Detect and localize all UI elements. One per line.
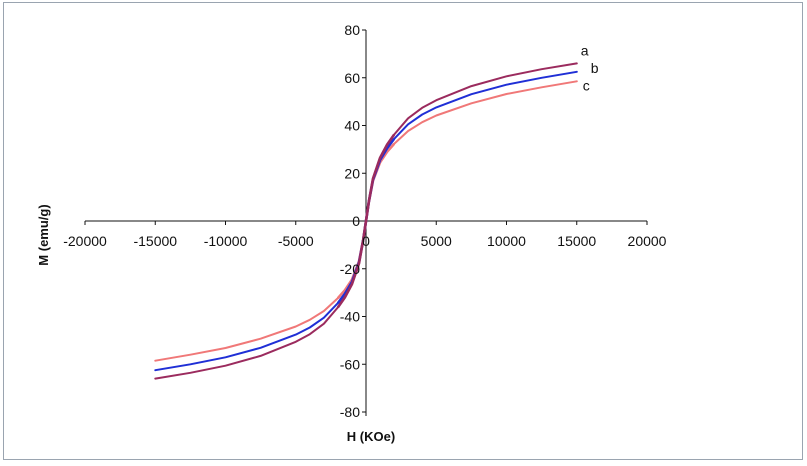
y-tick-label: -40 <box>340 309 360 325</box>
x-tick-label: -10000 <box>204 233 248 249</box>
series-core-a <box>336 133 396 309</box>
x-tick-label: -20000 <box>63 233 107 249</box>
y-tick-label: -20 <box>340 261 360 277</box>
series-label-a: a <box>581 42 589 58</box>
series-label-c: c <box>583 77 590 93</box>
y-tick-label: 80 <box>344 22 360 38</box>
series-layer <box>154 62 578 380</box>
y-tick-label: 20 <box>344 165 360 181</box>
x-tick-label: 10000 <box>487 233 526 249</box>
x-tick-label: -5000 <box>278 233 314 249</box>
y-axis-title: M (emu/g) <box>36 204 51 265</box>
hysteresis-chart: -20000 -15000 -10000 -5000 0 5000 10000 15000 20… <box>36 22 667 444</box>
y-tick-label: 0 <box>352 213 360 229</box>
x-tick-label: 15000 <box>557 233 596 249</box>
chart-frame: -20000 -15000 -10000 -5000 0 5000 10000 15000 20… <box>3 2 803 460</box>
x-tick-label: 20000 <box>628 233 667 249</box>
labels-layer: -20000 -15000 -10000 -5000 0 5000 10000 15000 20… <box>63 22 666 420</box>
y-tick-label: 60 <box>344 70 360 86</box>
y-tick-label: -60 <box>340 356 360 372</box>
y-tick-label: 40 <box>344 118 360 134</box>
series-label-b: b <box>591 60 599 76</box>
x-tick-label: 0 <box>362 233 370 249</box>
x-tick-label: -15000 <box>133 233 177 249</box>
x-axis-title: H (KOe) <box>347 429 395 444</box>
x-tick-label: 5000 <box>421 233 452 249</box>
y-tick-label: -80 <box>340 404 360 420</box>
